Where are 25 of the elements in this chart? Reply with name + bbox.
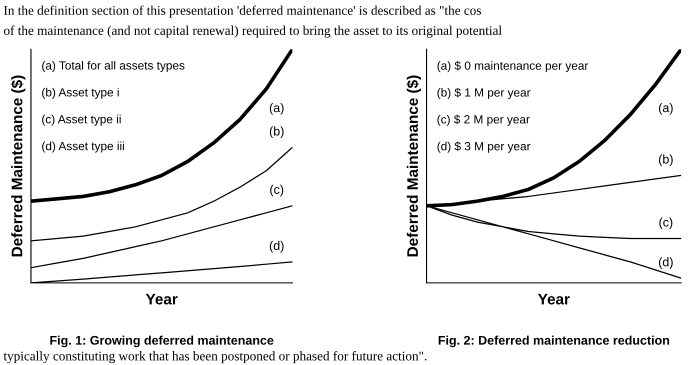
series-label: (b) [658,154,673,166]
x-axis-title: Year [146,294,178,305]
series-label: (b) [270,126,284,138]
series-label: (c) [659,217,672,230]
text: Fig. 2: Deferred maintenance reduction [438,336,670,348]
text: Fig. 1: Growing deferred maintenance [50,336,274,348]
text: typically constituting work that has been postponed or phased for future action". [4,351,426,364]
y-axis-title: Deferred Maintenance ($) [406,76,422,256]
annotation: (c) $ 2 M per year [437,114,530,126]
annotation: (b) $ 1 M per year [437,88,530,100]
annotation: (d) $ 3 M per year [437,142,530,153]
series-label: (c) [270,184,284,196]
annotation: (b) Asset type i [42,88,119,99]
text: of the maintenance (and not capital renewal) required to bring the asset to its original potential [4,26,502,38]
series-label: (a) [658,103,673,115]
x-axis-title: Year [538,294,570,305]
series-label: (d) [270,240,284,252]
annotation: (a) $ 0 maintenance per year [437,60,588,72]
series-label: (a) [270,103,284,115]
annotation: (c) Asset type ii [42,114,121,126]
annotation: (a) Total for all assets types [42,60,184,72]
text: In the definition section of this presentation 'deferred maintenance' is described as "the cos [4,5,481,18]
y-axis-title: Deferred Maintenance ($) [10,76,26,256]
series-label: (d) [658,257,673,269]
annotation: (d) Asset type iii [42,142,124,153]
